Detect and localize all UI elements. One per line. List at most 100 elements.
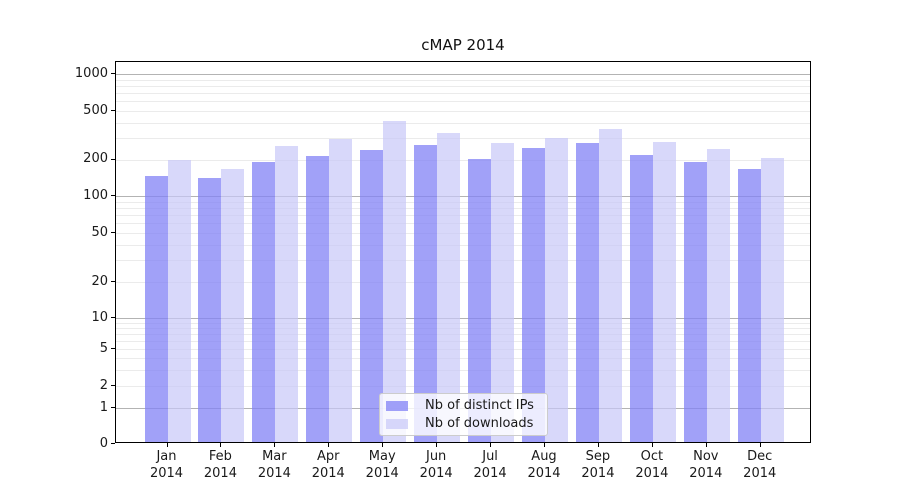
x-tick-month: Dec xyxy=(747,449,773,464)
minor-gridline xyxy=(116,333,810,335)
y-tick-mark xyxy=(111,232,115,233)
bar-downloads xyxy=(221,169,245,442)
minor-gridline xyxy=(116,386,810,387)
x-tick-year: 2014 xyxy=(419,466,453,481)
x-tick-month: Nov xyxy=(693,449,719,464)
y-tick-mark xyxy=(111,195,115,196)
x-tick-year: 2014 xyxy=(527,466,561,481)
x-tick-mark xyxy=(705,443,707,447)
y-tick-label: 10 xyxy=(91,309,108,325)
minor-gridline xyxy=(116,79,810,81)
x-tick-year: 2014 xyxy=(473,466,507,481)
y-tick-label: 200 xyxy=(83,151,108,166)
x-tick-month: Oct xyxy=(640,449,664,464)
y-tick-label: 2 xyxy=(99,377,108,393)
x-tick-year: 2014 xyxy=(635,466,669,481)
x-tick-label: Sep 2014 xyxy=(566,448,630,482)
x-tick-month: Mar xyxy=(262,449,287,464)
y-tick-label: 50 xyxy=(91,224,108,240)
x-tick-label: Feb 2014 xyxy=(188,448,252,482)
minor-gridline xyxy=(116,122,810,124)
legend-swatch-downloads-icon xyxy=(386,418,408,429)
x-tick-mark xyxy=(651,443,653,447)
x-tick-month: Jun xyxy=(425,449,447,464)
x-tick-month: May xyxy=(368,449,396,464)
x-tick-year: 2014 xyxy=(689,466,723,481)
x-tick-label: Jun 2014 xyxy=(404,448,468,482)
x-tick-mark xyxy=(274,443,276,447)
bar-downloads xyxy=(760,157,784,442)
legend: Nb of distinct IPs Nb of downloads xyxy=(379,393,548,436)
x-tick-label: Jul 2014 xyxy=(458,448,522,482)
minor-gridline xyxy=(116,85,810,87)
x-tick-label: Dec 2014 xyxy=(728,448,792,482)
minor-gridline xyxy=(116,322,810,324)
x-tick-mark xyxy=(166,443,168,447)
legend-label-downloads: Nb of downloads xyxy=(425,416,534,431)
x-tick-mark xyxy=(328,443,330,447)
minor-gridline xyxy=(116,349,810,350)
y-tick-label: 5 xyxy=(99,340,108,356)
legend-entry-downloads: Nb of downloads xyxy=(386,416,539,431)
y-tick-label: 20 xyxy=(91,273,108,289)
bar-distinct-ips xyxy=(252,161,276,442)
y-tick-mark xyxy=(111,317,115,318)
minor-gridline xyxy=(116,93,810,95)
y-tick-mark xyxy=(111,348,115,349)
x-tick-label: Mar 2014 xyxy=(242,448,306,482)
minor-gridline xyxy=(116,327,810,329)
x-tick-mark xyxy=(544,443,545,447)
x-tick-month: Jan xyxy=(156,449,177,464)
y-tick-mark xyxy=(111,281,115,282)
bar-downloads xyxy=(383,121,407,442)
legend-label-distinct-ips: Nb of distinct IPs xyxy=(425,398,534,413)
bar-downloads xyxy=(329,138,353,442)
y-tick-mark xyxy=(111,385,115,386)
bar-downloads xyxy=(652,141,676,442)
major-gridline xyxy=(116,74,810,75)
minor-gridline xyxy=(116,138,810,140)
x-tick-year: 2014 xyxy=(743,466,777,481)
y-tick-label: 1000 xyxy=(74,65,108,81)
x-tick-year: 2014 xyxy=(257,466,291,481)
minor-gridline xyxy=(116,159,810,161)
x-tick-year: 2014 xyxy=(311,466,345,481)
major-gridline xyxy=(116,318,810,319)
minor-gridline xyxy=(116,201,810,203)
bar-downloads xyxy=(491,142,515,442)
minor-gridline xyxy=(116,340,810,342)
bar-distinct-ips xyxy=(468,158,492,442)
bar-distinct-ips xyxy=(198,178,222,442)
x-tick-label: Aug 2014 xyxy=(512,448,576,482)
minor-gridline xyxy=(116,215,810,217)
y-tick-mark xyxy=(111,443,115,444)
bar-downloads xyxy=(706,148,730,442)
bar-distinct-ips xyxy=(306,156,330,442)
minor-gridline xyxy=(116,223,810,225)
bar-downloads xyxy=(275,145,299,442)
bar-distinct-ips xyxy=(522,147,545,442)
bar-downloads xyxy=(167,160,191,442)
y-tick-mark xyxy=(111,407,115,408)
x-tick-label: May 2014 xyxy=(350,448,414,482)
x-tick-month: Jul xyxy=(482,449,498,464)
x-tick-mark xyxy=(759,443,761,447)
chart-title: cMAP 2014 xyxy=(421,36,505,54)
minor-gridline xyxy=(116,282,810,283)
y-tick-label: 1 xyxy=(99,399,108,415)
y-tick-label: 500 xyxy=(83,102,108,118)
bar-downloads xyxy=(598,129,622,442)
minor-gridline xyxy=(116,369,810,371)
x-tick-month: Apr xyxy=(317,449,340,464)
minor-gridline xyxy=(116,358,810,359)
x-tick-year: 2014 xyxy=(149,466,184,481)
bar-downloads xyxy=(437,132,461,442)
minor-gridline xyxy=(116,111,810,112)
minor-gridline xyxy=(116,207,810,209)
minor-gridline xyxy=(116,260,810,262)
y-tick-label: 0 xyxy=(99,435,108,451)
bar-distinct-ips xyxy=(575,142,599,442)
x-tick-month: Feb xyxy=(208,449,232,464)
y-tick-label: 100 xyxy=(83,187,108,203)
